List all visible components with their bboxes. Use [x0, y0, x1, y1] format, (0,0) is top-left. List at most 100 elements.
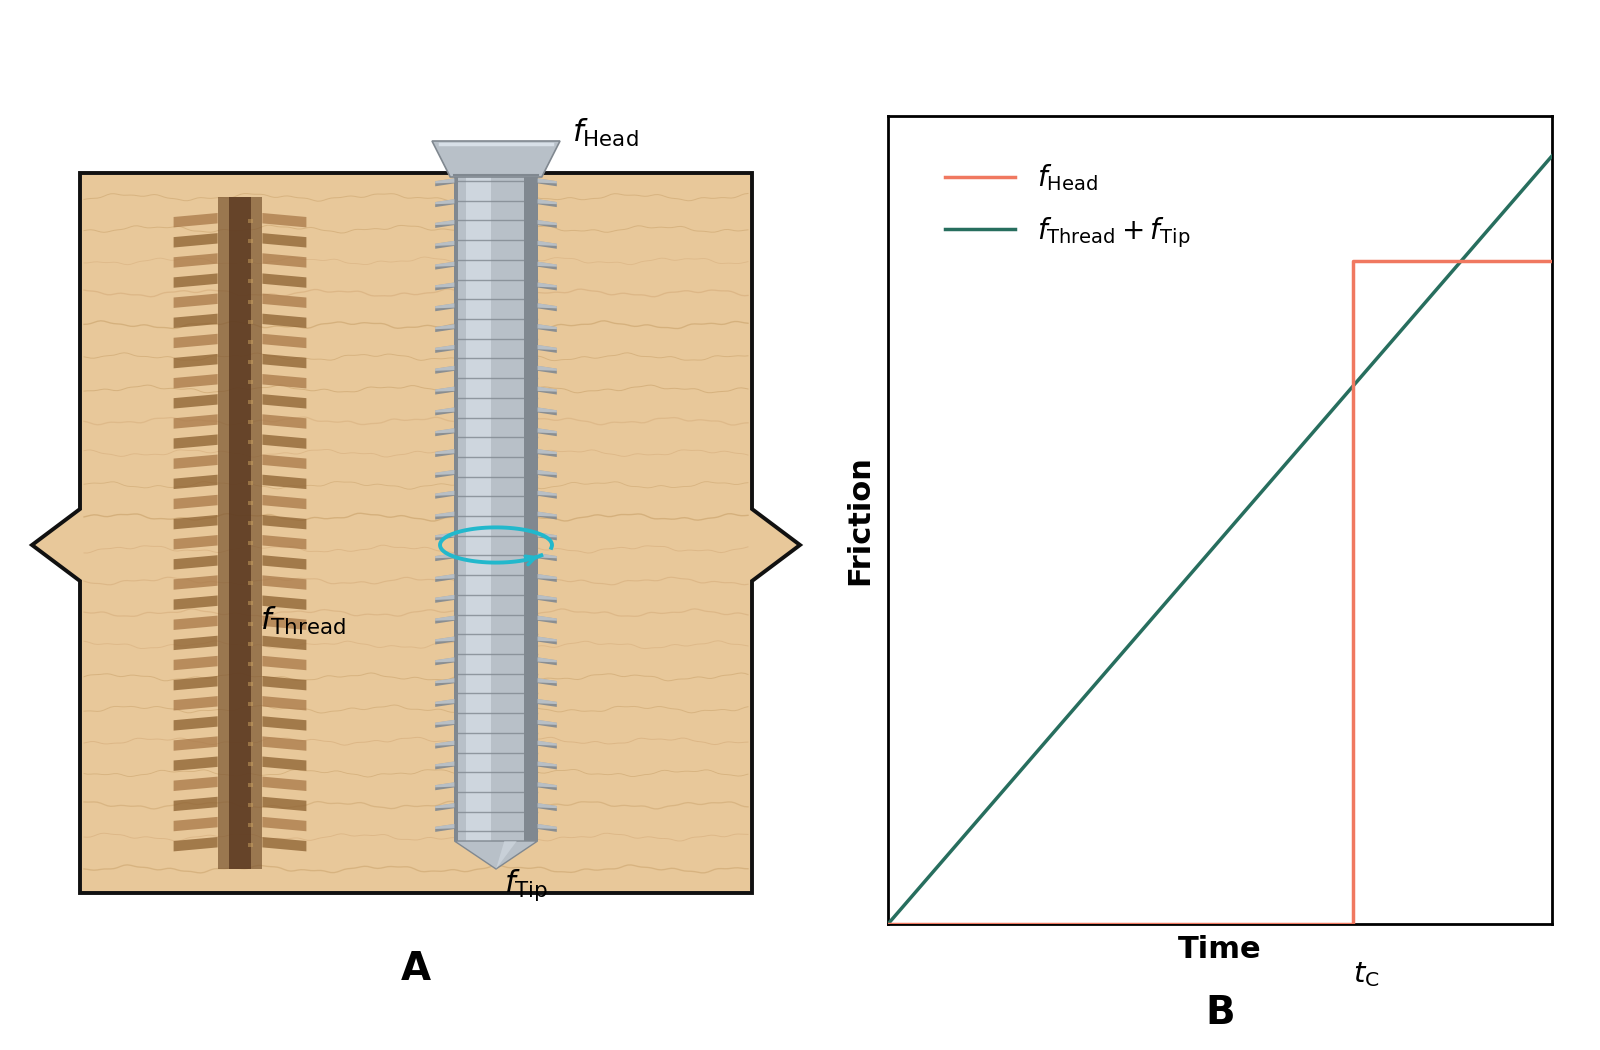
- Bar: [248, 400, 253, 404]
- Bar: [248, 319, 253, 323]
- Polygon shape: [262, 514, 307, 529]
- Polygon shape: [538, 178, 557, 184]
- Polygon shape: [435, 761, 454, 770]
- Bar: [248, 481, 253, 485]
- Bar: [248, 219, 253, 223]
- Polygon shape: [435, 761, 454, 766]
- Polygon shape: [435, 636, 454, 645]
- Polygon shape: [173, 435, 218, 448]
- Bar: [248, 642, 253, 646]
- Polygon shape: [435, 282, 454, 288]
- Polygon shape: [538, 574, 557, 582]
- Polygon shape: [262, 435, 307, 448]
- Polygon shape: [435, 324, 454, 332]
- Polygon shape: [538, 824, 557, 830]
- Polygon shape: [173, 575, 218, 590]
- Polygon shape: [538, 553, 557, 561]
- Polygon shape: [173, 797, 218, 812]
- Polygon shape: [173, 656, 218, 670]
- Polygon shape: [173, 273, 218, 288]
- Polygon shape: [538, 365, 557, 371]
- Polygon shape: [262, 233, 307, 248]
- Polygon shape: [435, 261, 454, 270]
- Polygon shape: [262, 716, 307, 731]
- Polygon shape: [262, 615, 307, 630]
- Polygon shape: [435, 532, 454, 538]
- Text: $\mathit{f}_{\mathrm{Thread}}$: $\mathit{f}_{\mathrm{Thread}}$: [259, 605, 346, 637]
- Polygon shape: [538, 761, 557, 770]
- Polygon shape: [435, 615, 454, 621]
- Bar: [248, 602, 253, 606]
- Polygon shape: [538, 657, 557, 666]
- Polygon shape: [538, 449, 557, 457]
- Polygon shape: [32, 173, 800, 892]
- Polygon shape: [262, 777, 307, 791]
- Polygon shape: [173, 716, 218, 731]
- Polygon shape: [262, 314, 307, 328]
- Bar: [248, 440, 253, 444]
- Polygon shape: [538, 303, 557, 311]
- Polygon shape: [262, 253, 307, 268]
- Polygon shape: [538, 699, 557, 707]
- Bar: [248, 742, 253, 747]
- Polygon shape: [173, 756, 218, 771]
- Polygon shape: [435, 220, 454, 225]
- Polygon shape: [435, 365, 454, 371]
- Polygon shape: [538, 345, 557, 350]
- Bar: [248, 803, 253, 806]
- Text: $\mathit{f}_{\mathrm{Tip}}$: $\mathit{f}_{\mathrm{Tip}}$: [504, 867, 549, 903]
- Polygon shape: [538, 386, 557, 392]
- Polygon shape: [538, 220, 557, 228]
- Polygon shape: [538, 511, 557, 517]
- Polygon shape: [435, 740, 454, 749]
- Bar: [458, 177, 525, 841]
- Polygon shape: [435, 574, 454, 580]
- Polygon shape: [262, 294, 307, 308]
- Polygon shape: [538, 595, 557, 600]
- Polygon shape: [538, 282, 557, 291]
- Text: B: B: [1205, 994, 1235, 1032]
- Polygon shape: [173, 394, 218, 408]
- Polygon shape: [538, 740, 557, 749]
- Bar: [248, 299, 253, 303]
- Polygon shape: [173, 495, 218, 509]
- Polygon shape: [435, 657, 454, 663]
- Polygon shape: [173, 635, 218, 650]
- Polygon shape: [173, 676, 218, 690]
- Polygon shape: [435, 345, 454, 353]
- Bar: [248, 521, 253, 525]
- Polygon shape: [538, 428, 557, 436]
- Polygon shape: [173, 837, 218, 852]
- Polygon shape: [435, 782, 454, 791]
- Bar: [248, 541, 253, 545]
- Polygon shape: [435, 200, 454, 205]
- Polygon shape: [538, 428, 557, 434]
- Polygon shape: [435, 511, 454, 520]
- Polygon shape: [435, 720, 454, 728]
- Polygon shape: [538, 449, 557, 455]
- Polygon shape: [435, 615, 454, 624]
- Bar: [248, 279, 253, 284]
- Polygon shape: [262, 696, 307, 711]
- Polygon shape: [435, 407, 454, 416]
- Bar: [248, 239, 253, 244]
- Polygon shape: [262, 273, 307, 288]
- Polygon shape: [435, 720, 454, 724]
- Polygon shape: [538, 324, 557, 332]
- Polygon shape: [538, 200, 557, 205]
- Polygon shape: [435, 449, 454, 457]
- Polygon shape: [435, 657, 454, 666]
- Polygon shape: [435, 407, 454, 413]
- Polygon shape: [496, 841, 517, 869]
- Polygon shape: [262, 495, 307, 509]
- Polygon shape: [538, 636, 557, 645]
- Polygon shape: [262, 213, 307, 228]
- Polygon shape: [538, 490, 557, 499]
- Polygon shape: [435, 595, 454, 600]
- Polygon shape: [538, 407, 557, 413]
- Polygon shape: [435, 345, 454, 350]
- Bar: [248, 360, 253, 364]
- Polygon shape: [454, 841, 538, 869]
- Bar: [248, 762, 253, 766]
- Polygon shape: [538, 240, 557, 246]
